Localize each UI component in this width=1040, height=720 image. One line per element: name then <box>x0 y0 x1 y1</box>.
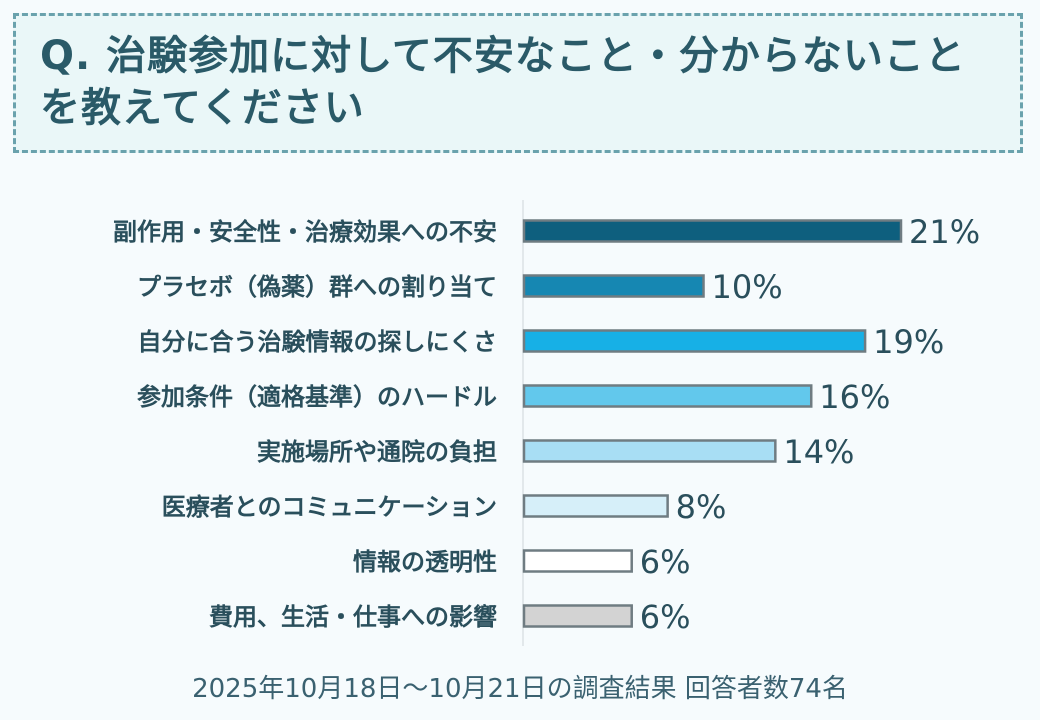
chart-marks: 副作用・安全性・治療効果への不安 21% プラセボ（偽薬）群への割り当て 10% 自分に… <box>113 200 980 646</box>
value-label: 21% <box>909 213 980 251</box>
value-label: 6% <box>640 543 691 581</box>
bar <box>522 329 867 353</box>
category-label: 医療者とのコミュニケーション <box>162 493 497 521</box>
question-title-box: Q. 治験参加に対して不安なこと・分からないことを教えてください <box>13 13 1023 153</box>
survey-bar-chart: 副作用・安全性・治療効果への不安 21% プラセボ（偽薬）群への割り当て 10% 自分に… <box>113 200 980 646</box>
bar <box>522 604 633 628</box>
value-label: 10% <box>712 268 783 306</box>
survey-footnote: 2025年10月18日〜10月21日の調査結果 回答者数74名 <box>192 674 848 704</box>
value-label: 19% <box>873 323 944 361</box>
bar <box>522 549 633 573</box>
category-label: 費用、生活・仕事への影響 <box>209 603 497 631</box>
category-label: 参加条件（適格基準）のハードル <box>137 383 497 411</box>
value-label: 14% <box>783 433 854 471</box>
bar <box>522 439 777 463</box>
question-title: Q. 治験参加に対して不安なこと・分からないことを教えてください <box>40 33 966 131</box>
bar <box>522 274 705 298</box>
bar <box>522 494 669 518</box>
category-label: 自分に合う治験情報の探しにくさ <box>137 328 497 356</box>
value-label: 6% <box>640 598 691 636</box>
bar <box>522 219 903 243</box>
bar <box>522 384 813 408</box>
category-label: 情報の透明性 <box>353 548 497 576</box>
category-label: 副作用・安全性・治療効果への不安 <box>113 218 497 246</box>
category-label: プラセボ（偽薬）群への割り当て <box>137 273 497 301</box>
category-label: 実施場所や通院の負担 <box>257 438 497 466</box>
value-label: 16% <box>819 378 890 416</box>
value-label: 8% <box>676 488 727 526</box>
